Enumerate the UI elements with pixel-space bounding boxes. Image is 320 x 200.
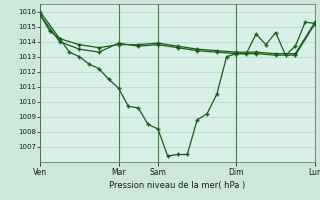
X-axis label: Pression niveau de la mer( hPa ): Pression niveau de la mer( hPa ) bbox=[109, 181, 246, 190]
